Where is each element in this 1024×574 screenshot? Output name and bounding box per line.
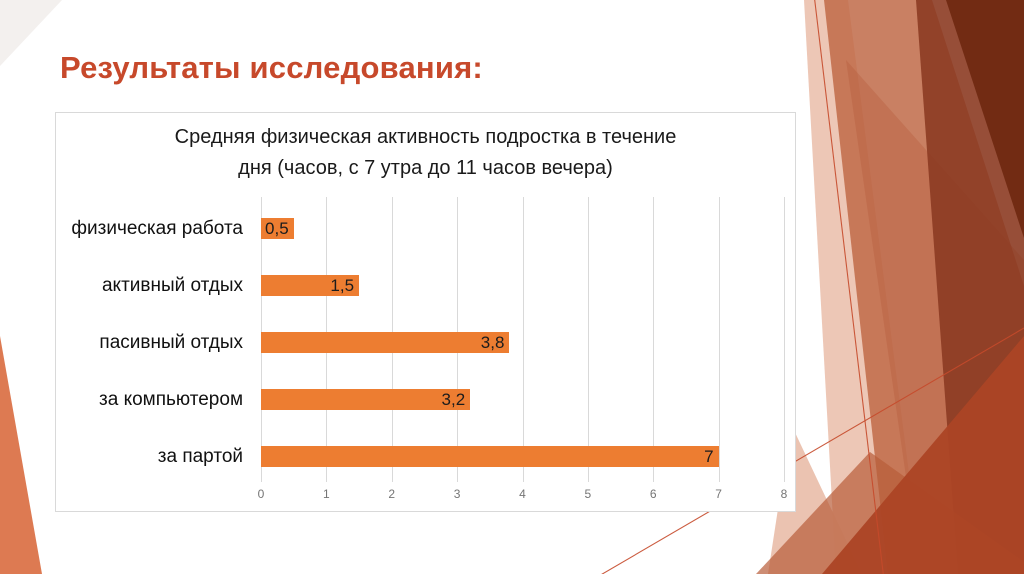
- category-label: за компьютером: [99, 389, 243, 410]
- chart-title: Средняя физическая активность подростка …: [56, 122, 795, 184]
- category-label: физическая работа: [71, 218, 243, 239]
- bar-value-label: 0,5: [265, 219, 289, 238]
- x-axis-tick-label: 0: [257, 487, 265, 501]
- category-label: пасивный отдых: [99, 332, 243, 353]
- accent-line-diagonal: [601, 327, 1024, 574]
- gridline: [653, 197, 655, 482]
- gridline: [718, 197, 720, 482]
- chart-panel: Средняя физическая активность подростка …: [55, 112, 796, 512]
- bar: 0,5: [261, 218, 294, 239]
- plot-area: 0 1 2 3 4 5 6 7 8 физическая работа 0,5 активный от…: [56, 113, 795, 511]
- x-axis-tick-label: 5: [584, 487, 592, 501]
- accent-line-vertical: [814, 0, 884, 574]
- bar-value-label: 1,5: [330, 276, 355, 295]
- x-axis-tick-label: 2: [388, 487, 396, 501]
- x-axis-tick-label: 6: [649, 487, 657, 501]
- left-wedge-shape: [0, 336, 42, 574]
- corner-facet-shape: [0, 0, 62, 66]
- gridline: [784, 197, 785, 482]
- x-axis-tick-label: 4: [519, 487, 526, 501]
- bar: 7: [261, 446, 719, 467]
- chart-title-line-2: дня (часов, с 7 утра до 11 часов вечера): [238, 157, 613, 179]
- category-label: активный отдых: [101, 275, 243, 296]
- bar: 1,5: [261, 275, 360, 296]
- chart-title-line-1: Средняя физическая активность подростка …: [174, 126, 677, 148]
- gridline: [587, 197, 589, 482]
- brick-bottom-shape: [822, 336, 1024, 574]
- x-axis-tick-label: 1: [323, 487, 330, 501]
- gridline: [522, 197, 524, 482]
- x-axis-tick-label: 8: [780, 487, 788, 501]
- x-axis-tick-label: 3: [453, 487, 461, 501]
- x-axis-tick-label: 7: [715, 487, 722, 501]
- bar: 3,8: [261, 332, 510, 353]
- category-label: за партой: [157, 446, 243, 467]
- slide-title: Результаты исследования:: [60, 50, 483, 85]
- bar-value-label: 7: [704, 447, 714, 466]
- bar-value-label: 3,8: [480, 333, 505, 352]
- darkest-corner-shape: [946, 0, 1024, 238]
- bar: 3,2: [261, 389, 471, 410]
- bar-value-label: 3,2: [441, 390, 466, 409]
